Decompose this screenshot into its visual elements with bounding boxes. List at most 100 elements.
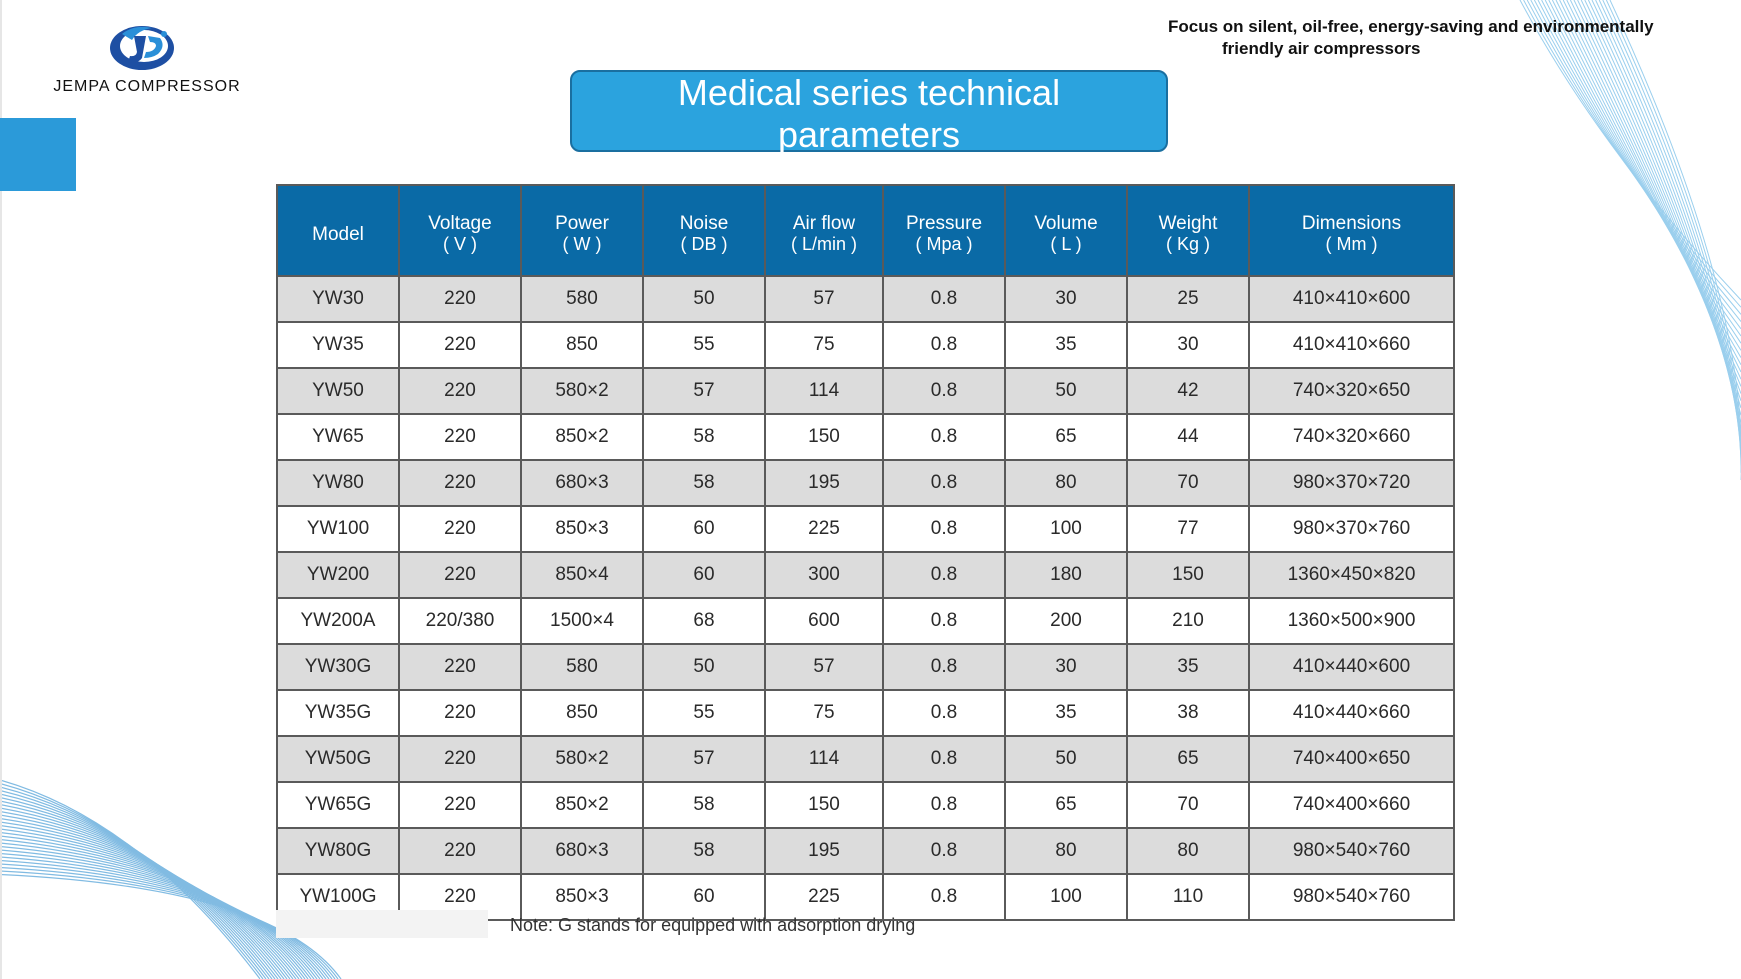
table-cell: 980×370×760: [1248, 505, 1455, 553]
table-cell: 50: [1004, 367, 1128, 415]
column-header-label: Weight: [1158, 213, 1218, 234]
table-cell: 50: [642, 643, 766, 691]
table-cell: 195: [764, 827, 884, 875]
table-cell: 55: [642, 321, 766, 369]
table-cell: 220: [398, 459, 522, 507]
table-row: YW30G 220 580 50 57 0.8 30 35 410×440×600: [276, 643, 1455, 691]
column-header-unit: ( L ): [1050, 234, 1082, 254]
table-cell: 580: [520, 643, 644, 691]
table-cell: 200: [1004, 597, 1128, 645]
column-header-unit: ( Mm ): [1325, 234, 1378, 254]
table-row: YW35G 220 850 55 75 0.8 35 38 410×440×660: [276, 689, 1455, 737]
table-row: YW100G 220 850×3 60 225 0.8 100 110 980×540×760: [276, 873, 1455, 921]
table-cell: 195: [764, 459, 884, 507]
table-cell: 410×440×660: [1248, 689, 1455, 737]
table-cell: 220: [398, 275, 522, 323]
table-cell: 42: [1126, 367, 1250, 415]
table-cell: 0.8: [882, 505, 1006, 553]
table-row: YW80G 220 680×3 58 195 0.8 80 80 980×540×760: [276, 827, 1455, 875]
table-cell: 850×3: [520, 505, 644, 553]
table-cell: 850: [520, 321, 644, 369]
table-cell: 80: [1126, 827, 1250, 875]
table-cell: 77: [1126, 505, 1250, 553]
table-cell: 35: [1004, 321, 1128, 369]
table-cell: 58: [642, 827, 766, 875]
table-cell: 65: [1004, 413, 1128, 461]
table-cell: 0.8: [882, 459, 1006, 507]
table-cell: 1500×4: [520, 597, 644, 645]
column-header-label: Volume: [1034, 213, 1098, 234]
table-cell: 850×3: [520, 873, 644, 921]
table-cell: 220: [398, 551, 522, 599]
table-cell: 740×320×660: [1248, 413, 1455, 461]
table-cell: 300: [764, 551, 884, 599]
jempa-logo-icon: [110, 26, 174, 70]
table-cell: 75: [764, 689, 884, 737]
table-cell: YW80: [276, 459, 400, 507]
table-cell: YW50: [276, 367, 400, 415]
tagline-line-1: Focus on silent, oil-free, energy-saving…: [1168, 17, 1654, 36]
title-line-1: Medical series technical: [677, 72, 1061, 113]
column-header-label: Pressure: [905, 213, 983, 234]
column-header-label: Voltage: [428, 213, 492, 234]
note-shade: [276, 910, 488, 938]
column-header-unit: ( DB ): [680, 234, 728, 254]
table-cell: 225: [764, 873, 884, 921]
table-cell: 0.8: [882, 597, 1006, 645]
table-cell: 57: [642, 735, 766, 783]
table-cell: 580: [520, 275, 644, 323]
table-body: YW30 220 580 50 57 0.8 30 25 410×410×600 YW35 220 8…: [276, 275, 1455, 921]
table-cell: 980×370×720: [1248, 459, 1455, 507]
table-cell: 680×3: [520, 827, 644, 875]
table-cell: 1360×500×900: [1248, 597, 1455, 645]
column-header-label: Air flow: [792, 213, 856, 234]
table-cell: 0.8: [882, 367, 1006, 415]
table-cell: 60: [642, 873, 766, 921]
table-cell: 80: [1004, 459, 1128, 507]
left-edge-line: [0, 0, 2, 979]
title-banner: Medical series technical parameters: [570, 70, 1168, 155]
table-row: YW35 220 850 55 75 0.8 35 30 410×410×660: [276, 321, 1455, 369]
table-row: YW100 220 850×3 60 225 0.8 100 77 980×370×760: [276, 505, 1455, 553]
column-header-pressure: Pressure( Mpa ): [882, 184, 1006, 277]
table-cell: 0.8: [882, 643, 1006, 691]
table-cell: 0.8: [882, 873, 1006, 921]
table-cell: YW65: [276, 413, 400, 461]
table-cell: 220: [398, 643, 522, 691]
table-cell: 35: [1004, 689, 1128, 737]
table-cell: 114: [764, 367, 884, 415]
table-cell: 410×440×600: [1248, 643, 1455, 691]
table-row: YW65G 220 850×2 58 150 0.8 65 70 740×400×660: [276, 781, 1455, 829]
column-header-label: Noise: [679, 213, 729, 234]
table-cell: 850: [520, 689, 644, 737]
table-cell: 75: [764, 321, 884, 369]
table-cell: 55: [642, 689, 766, 737]
table-cell: 220/380: [398, 597, 522, 645]
table-cell: 35: [1126, 643, 1250, 691]
table-cell: YW30G: [276, 643, 400, 691]
table-cell: YW35: [276, 321, 400, 369]
column-header-unit: ( L/min ): [790, 234, 857, 254]
spec-table: Model Voltage( V ) Power( W ) Noise( DB ) Ai…: [276, 184, 1455, 921]
table-cell: 410×410×660: [1248, 321, 1455, 369]
table-cell: 58: [642, 459, 766, 507]
column-header-dimensions: Dimensions( Mm ): [1248, 184, 1455, 277]
table-cell: 114: [764, 735, 884, 783]
table-cell: YW80G: [276, 827, 400, 875]
table-cell: 850×4: [520, 551, 644, 599]
table-cell: 57: [764, 275, 884, 323]
table-cell: 180: [1004, 551, 1128, 599]
table-cell: YW100: [276, 505, 400, 553]
table-cell: 225: [764, 505, 884, 553]
table-row: YW80 220 680×3 58 195 0.8 80 70 980×370×720: [276, 459, 1455, 507]
table-cell: 0.8: [882, 781, 1006, 829]
column-header-model: Model: [276, 184, 400, 277]
table-cell: 740×400×650: [1248, 735, 1455, 783]
table-cell: 57: [642, 367, 766, 415]
tagline: Focus on silent, oil-free, energy-saving…: [1168, 16, 1698, 60]
column-header-unit: ( V ): [443, 234, 477, 254]
table-cell: 980×540×760: [1248, 827, 1455, 875]
table-cell: 30: [1004, 275, 1128, 323]
table-cell: 220: [398, 689, 522, 737]
table-cell: 0.8: [882, 735, 1006, 783]
